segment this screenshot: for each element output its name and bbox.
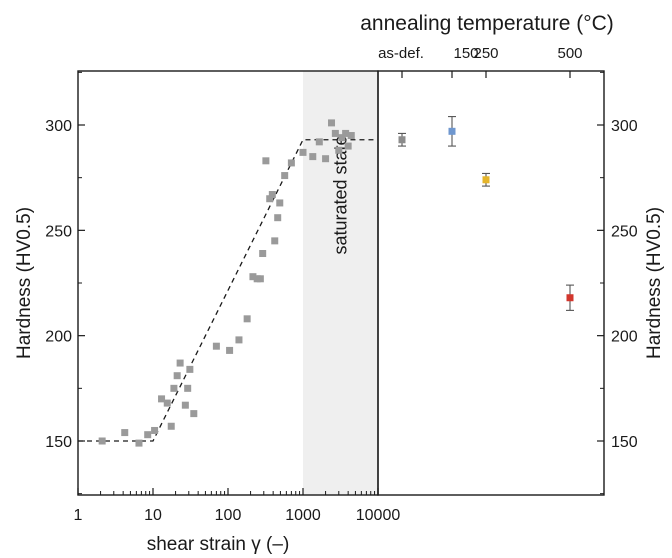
strain-data-point xyxy=(186,365,194,373)
strain-data-point xyxy=(226,346,234,354)
left-y-tick-label: 200 xyxy=(45,329,72,346)
annealing-data-point xyxy=(566,294,574,302)
left-y-axis-title: Hardness (HV0.5) xyxy=(14,207,35,359)
strain-data-point xyxy=(158,395,166,403)
left-y-tick-label: 250 xyxy=(45,223,72,240)
x-tick-label: 100 xyxy=(215,507,242,524)
strain-data-point xyxy=(287,159,295,167)
left-y-tick-label: 300 xyxy=(45,118,72,135)
top-axis-tick-label: 250 xyxy=(473,45,498,62)
strain-data-point xyxy=(235,336,243,344)
strain-data-point xyxy=(335,146,343,154)
strain-data-point xyxy=(271,237,279,245)
strain-data-point xyxy=(266,195,274,203)
strain-data-point xyxy=(144,431,152,439)
strain-data-point xyxy=(243,315,251,323)
strain-data-point xyxy=(342,129,350,137)
top-axis-title: annealing temperature (°C) xyxy=(360,12,614,35)
strain-data-point xyxy=(167,422,175,430)
left-y-tick-label: 150 xyxy=(45,434,72,451)
strain-data-point xyxy=(268,191,276,199)
strain-data-point xyxy=(190,410,198,418)
trend-line xyxy=(78,139,378,442)
right-plot-frame xyxy=(377,70,605,496)
top-axis-tick-label: as-def. xyxy=(378,45,424,62)
strain-data-point xyxy=(338,134,346,142)
strain-data-point xyxy=(276,199,284,207)
strain-data-point xyxy=(262,157,270,165)
x-tick-label: 10000 xyxy=(356,507,401,524)
x-tick-label: 10 xyxy=(144,507,162,524)
right-y-axis-title: Hardness (HV0.5) xyxy=(644,207,665,359)
top-axis-tick-label: 500 xyxy=(557,45,582,62)
strain-data-point xyxy=(322,155,330,163)
strain-data-point xyxy=(176,359,184,367)
strain-data-point xyxy=(184,384,192,392)
strain-data-point xyxy=(315,138,323,146)
strain-data-point xyxy=(274,214,282,222)
saturated-state-label: saturated state xyxy=(331,135,351,254)
saturated-state-region xyxy=(303,71,378,495)
strain-data-point xyxy=(344,142,352,150)
annealing-data-point xyxy=(448,127,456,135)
strain-data-point xyxy=(98,437,106,445)
right-y-tick-label: 150 xyxy=(611,434,638,451)
x-tick-label: 1 xyxy=(74,507,83,524)
strain-data-point xyxy=(163,399,171,407)
strain-data-point xyxy=(173,372,181,380)
strain-data-point xyxy=(331,129,339,137)
strain-data-point xyxy=(281,172,289,180)
annealing-data-points xyxy=(398,116,574,311)
strain-data-point xyxy=(259,250,267,258)
strain-data-point xyxy=(249,273,257,281)
strain-data-point xyxy=(212,342,220,350)
strain-data-point xyxy=(170,384,178,392)
strain-data-points xyxy=(98,119,355,447)
x-tick-label: 1000 xyxy=(285,507,321,524)
annealing-data-point xyxy=(482,176,490,184)
axis-ticks: 1 10 100 1000 10000 150 200 250 300 150 200 250 300 a… xyxy=(45,45,638,524)
annealing-data-point xyxy=(398,136,406,144)
strain-data-point xyxy=(256,275,264,283)
strain-data-point xyxy=(299,148,307,156)
right-y-tick-label: 250 xyxy=(611,223,638,240)
strain-data-point xyxy=(309,153,317,161)
strain-data-point xyxy=(151,426,159,434)
strain-data-point xyxy=(135,439,143,447)
strain-data-point xyxy=(328,119,336,127)
right-y-tick-label: 300 xyxy=(611,118,638,135)
strain-data-point xyxy=(181,401,189,409)
strain-data-point xyxy=(121,429,129,437)
strain-data-point xyxy=(347,132,355,140)
x-axis-title: shear strain γ (–) xyxy=(147,534,290,555)
right-y-tick-label: 200 xyxy=(611,329,638,346)
top-axis-tick-label: 150 xyxy=(453,45,478,62)
